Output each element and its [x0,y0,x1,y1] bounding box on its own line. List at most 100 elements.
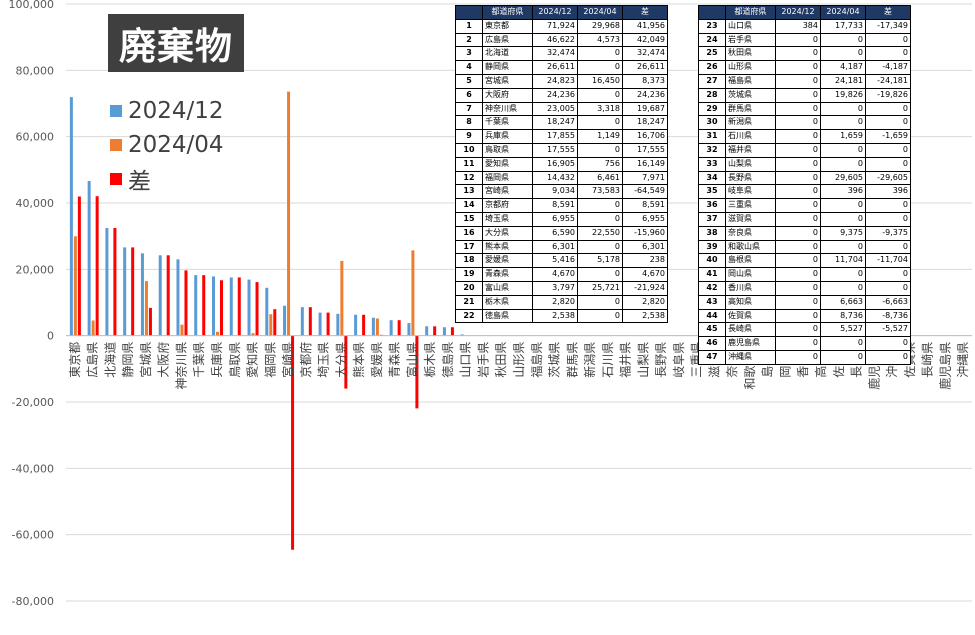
bar [69,97,73,336]
row-number: 42 [698,280,726,296]
prefecture-cell: 栃木県 [482,294,533,310]
prefecture-cell: 山形県 [725,60,776,75]
value-2024-04: 1,149 [577,129,623,144]
x-tick-label: 長崎県 [921,342,935,378]
table-row: 14 京都府 8,591 0 8,591 [455,198,668,213]
value-diff: 6,955 [622,211,668,227]
row-number: 13 [455,184,483,200]
header-diff: 差 [622,5,668,20]
prefecture-cell: 青森県 [482,267,533,282]
value-diff: 17,555 [622,142,668,158]
y-tick-label: 100,000 [9,0,55,11]
table-row: 2 広島県 46,622 4,573 42,049 [455,32,668,48]
x-tick-label: 京都府 [298,342,313,378]
prefecture-cell: 福岡県 [482,170,533,186]
value-2024-12: 0 [775,87,821,103]
x-tick-label: 福島県 [529,342,544,378]
prefecture-cell: 愛知県 [482,156,533,172]
row-number: 20 [455,280,483,296]
value-diff: 42,049 [622,32,668,48]
bar [180,324,184,336]
value-2024-04: 5,527 [820,322,866,338]
x-tick-label: 愛知県 [246,342,260,378]
x-tick-label: 大阪府 [156,342,171,378]
value-2024-12: 0 [775,308,821,324]
legend: 2024/12 2024/04 差 [110,94,224,196]
value-2024-12: 0 [775,32,821,48]
x-tick-label: 静岡県 [121,342,135,378]
legend-item-2024-04: 2024/04 [110,128,224,162]
table-row: 41 岡山県 0 0 0 [698,267,911,282]
value-diff: 7,971 [622,170,668,186]
value-diff: -19,826 [865,87,911,103]
prefecture-cell: 大阪府 [482,87,533,103]
value-diff: 16,149 [622,156,668,172]
value-2024-04: 22,550 [577,225,623,241]
value-diff: -24,181 [865,73,911,89]
value-2024-12: 0 [775,267,821,282]
x-tick-label: 鳥取県 [227,342,242,378]
table-row: 9 兵庫県 17,855 1,149 16,706 [455,129,668,144]
row-number: 36 [698,198,726,213]
value-2024-12: 9,034 [532,184,578,200]
bar [460,334,464,336]
bar [340,260,344,336]
bar [251,333,255,336]
value-2024-04: 73,583 [577,184,623,200]
value-2024-12: 17,855 [532,129,578,144]
value-diff: -8,736 [865,308,911,324]
table-row: 30 新潟県 0 0 0 [698,115,911,131]
value-2024-04: 6,461 [577,170,623,186]
bar [237,277,241,336]
table-row: 13 宮崎県 9,034 73,583 -64,549 [455,184,668,200]
value-diff: 0 [865,267,911,282]
table-row: 4 静岡県 26,611 0 26,611 [455,60,668,75]
x-tick-label: 沖縄県 [955,342,970,378]
table-row: 40 島根県 0 11,704 -11,704 [698,253,911,269]
value-diff: -5,527 [865,322,911,338]
table-row: 10 鳥取県 17,555 0 17,555 [455,142,668,158]
row-number: 28 [698,87,726,103]
table-row: 16 大分県 6,590 22,550 -15,960 [455,225,668,241]
value-diff: 238 [622,253,668,269]
value-2024-12: 0 [775,349,821,365]
bar [229,277,233,336]
row-number: 16 [455,225,483,241]
prefecture-cell: 石川県 [725,129,776,144]
value-2024-12: 0 [775,142,821,158]
table-row: 44 佐賀県 0 8,736 -8,736 [698,308,911,324]
value-diff: -4,187 [865,60,911,75]
value-2024-04: 1,659 [820,129,866,144]
row-number: 31 [698,129,726,144]
row-number: 44 [698,308,726,324]
prefecture-cell: 沖縄県 [725,349,776,365]
value-2024-04: 0 [577,294,623,310]
bar [389,320,393,336]
row-number: 7 [455,101,483,117]
prefecture-cell: 山口県 [725,18,776,34]
prefecture-cell: 愛媛県 [482,253,533,269]
row-number: 1 [455,18,483,34]
row-number: 14 [455,198,483,213]
value-diff: 18,247 [622,115,668,131]
row-number: 5 [455,73,483,89]
value-2024-04: 0 [820,267,866,282]
table-row: 11 愛知県 16,905 756 16,149 [455,156,668,172]
value-diff: 19,687 [622,101,668,117]
prefecture-cell: 長崎県 [725,322,776,338]
value-diff: -17,349 [865,18,911,34]
x-tick-label: 千葉県 [192,342,206,378]
value-diff: 0 [865,198,911,213]
bar [140,253,144,336]
header-number [455,5,483,20]
prefecture-cell: 神奈川県 [482,101,533,117]
prefecture-cell: 高知県 [725,294,776,310]
row-number: 40 [698,253,726,269]
value-2024-12: 0 [775,239,821,255]
value-diff: -11,704 [865,253,911,269]
row-number: 19 [455,267,483,282]
value-2024-12: 0 [775,115,821,131]
x-tick-label: 茨城県 [548,342,562,378]
x-tick-label: 山梨県 [636,342,650,378]
value-2024-12: 0 [775,129,821,144]
